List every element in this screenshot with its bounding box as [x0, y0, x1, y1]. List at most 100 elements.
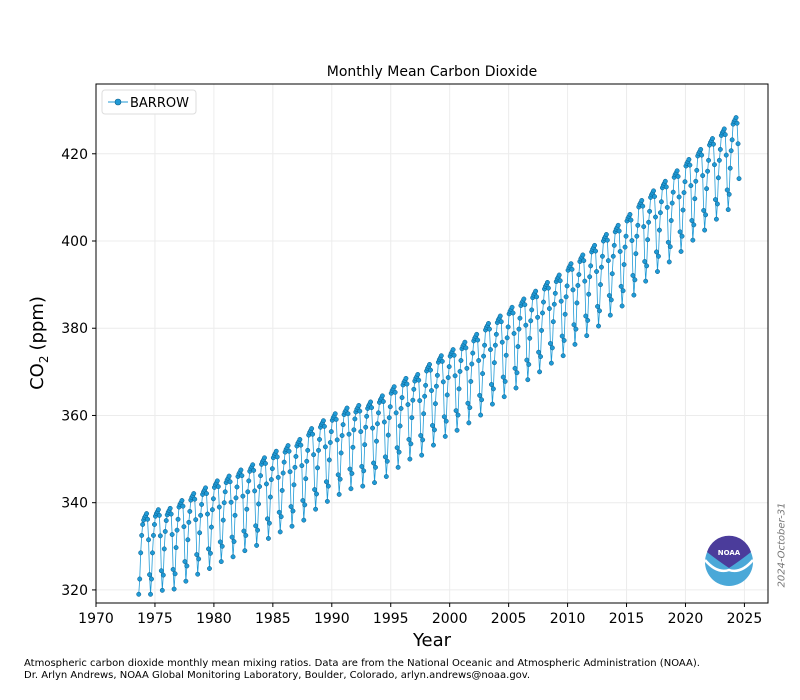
data-point: [516, 326, 522, 332]
data-point: [670, 189, 676, 195]
data-point: [628, 217, 634, 223]
data-point: [301, 517, 307, 523]
data-point: [551, 301, 557, 307]
data-point: [621, 262, 627, 268]
data-point: [168, 511, 174, 517]
legend-box: [101, 89, 197, 115]
data-point: [723, 152, 729, 158]
data-point: [151, 532, 156, 538]
data-point: [333, 416, 339, 422]
data-point: [598, 282, 603, 288]
data-point: [559, 333, 565, 339]
data-point: [428, 367, 433, 373]
data-point: [281, 459, 287, 465]
data-point: [357, 408, 363, 414]
data-point: [230, 554, 236, 560]
data-point: [599, 264, 604, 270]
data-point: [286, 448, 292, 454]
data-point: [427, 361, 432, 367]
data-point: [264, 516, 270, 522]
data-point: [735, 141, 741, 147]
data-point: [505, 324, 511, 330]
x-tick-label: 2010: [550, 611, 586, 627]
data-point: [371, 460, 376, 466]
data-point: [395, 464, 401, 470]
data-point: [479, 397, 485, 403]
data-point: [195, 571, 201, 577]
data-point: [540, 310, 545, 316]
data-point: [597, 308, 602, 314]
data-point: [267, 494, 273, 500]
data-point: [572, 341, 578, 347]
data-point: [581, 258, 587, 264]
data-point: [464, 365, 470, 371]
data-point: [524, 357, 530, 363]
data-point: [226, 473, 232, 479]
y-tick-label: 340: [61, 496, 88, 512]
data-point: [197, 530, 203, 536]
data-point: [218, 559, 224, 565]
data-point: [170, 566, 176, 572]
data-point: [396, 449, 402, 455]
data-point: [523, 322, 529, 328]
data-point: [640, 203, 646, 209]
data-point: [689, 218, 695, 223]
data-point: [258, 473, 264, 479]
data-point: [466, 420, 472, 426]
series-line: [138, 116, 740, 595]
data-point: [277, 529, 283, 535]
x-tick-label: 2015: [609, 611, 645, 627]
data-point: [557, 278, 563, 284]
data-point: [630, 273, 636, 278]
data-point: [155, 507, 161, 513]
data-point: [384, 458, 390, 464]
data-point: [204, 491, 209, 496]
data-point: [240, 493, 246, 499]
data-point: [291, 482, 297, 488]
grid-lines: [95, 84, 768, 603]
data-point: [717, 146, 723, 152]
data-point: [646, 219, 652, 225]
data-point: [446, 364, 452, 370]
data-point: [206, 546, 211, 552]
data-point: [582, 278, 588, 284]
data-point: [674, 168, 680, 174]
data-point: [416, 377, 422, 383]
data-point: [439, 358, 445, 364]
data-point: [420, 437, 426, 443]
data-point: [407, 456, 413, 462]
data-point: [522, 302, 528, 308]
data-point: [453, 408, 459, 414]
data-point: [408, 441, 414, 447]
data-point: [137, 576, 143, 582]
data-point: [627, 211, 633, 217]
data-point: [606, 293, 612, 298]
data-point: [658, 199, 664, 205]
x-tick-label: 2000: [432, 611, 468, 627]
y-axis-label-unit: (ppm): [27, 296, 48, 350]
data-point: [535, 314, 541, 320]
data-point: [405, 402, 411, 408]
data-point: [445, 375, 451, 380]
data-point: [631, 292, 637, 298]
data-point: [703, 212, 709, 218]
data-point: [241, 528, 247, 534]
data-point: [462, 339, 468, 345]
data-point: [290, 508, 296, 514]
data-point: [289, 523, 295, 529]
data-point: [681, 190, 687, 196]
data-point: [727, 165, 733, 171]
data-point: [244, 506, 250, 512]
data-point: [348, 486, 354, 492]
data-point: [148, 591, 153, 597]
data-point: [622, 244, 628, 250]
data-point: [450, 347, 456, 353]
data-point: [710, 136, 715, 141]
data-point: [138, 550, 144, 556]
data-point: [386, 415, 392, 421]
data-point: [387, 404, 393, 410]
data-point: [501, 394, 507, 400]
data-point: [588, 263, 594, 269]
data-point: [174, 527, 180, 533]
data-point: [693, 178, 699, 184]
